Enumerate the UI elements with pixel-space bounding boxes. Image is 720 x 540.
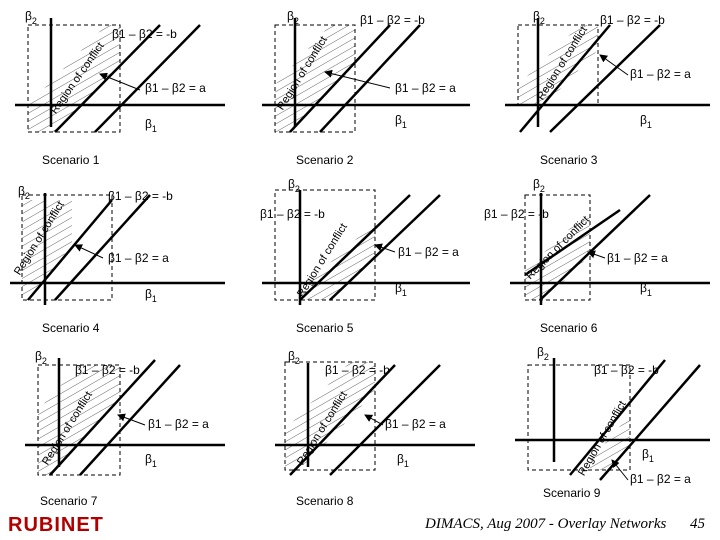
line-plus-a xyxy=(329,194,441,301)
beta1-label: β1 xyxy=(395,281,407,298)
beta1-label: β1 xyxy=(640,281,652,298)
line-minus-b xyxy=(519,24,611,133)
beta2-label: β2 xyxy=(288,177,300,194)
rubinet-logo: RUBINET xyxy=(8,514,104,536)
bounds-box xyxy=(527,364,631,471)
scenario-caption: Scenario 4 xyxy=(42,321,100,335)
line-plus-a xyxy=(94,24,201,133)
line-plus-a xyxy=(524,208,621,277)
bounds-box xyxy=(524,194,591,301)
beta1-label: β1 xyxy=(642,447,654,464)
label-arrow xyxy=(587,250,606,259)
beta1-label: β1 xyxy=(397,452,409,469)
bounds-box xyxy=(284,361,376,471)
label-arrow xyxy=(117,413,146,426)
beta1-label: β1 xyxy=(145,287,157,304)
minus-b-label: β1 – β2 = -b xyxy=(108,189,173,203)
beta2-label: β2 xyxy=(18,184,30,201)
scenario-caption: Scenario 1 xyxy=(42,153,100,167)
page-number: 45 xyxy=(690,516,706,532)
scenario-caption: Scenario 3 xyxy=(540,153,598,167)
scenario-caption: Scenario 8 xyxy=(296,494,354,508)
beta2-label: β2 xyxy=(537,345,549,362)
beta2-label: β2 xyxy=(35,349,47,366)
line-minus-b xyxy=(299,194,411,301)
minus-b-label: β1 – β2 = -b xyxy=(75,363,140,377)
minus-b-label: β1 – β2 = -b xyxy=(112,27,177,41)
logo-box xyxy=(6,510,118,538)
label-arrow xyxy=(74,244,104,259)
beta1-label: β1 xyxy=(640,113,652,130)
minus-b-label: β1 – β2 = -b xyxy=(360,13,425,27)
line-minus-b xyxy=(49,359,156,476)
beta2-label: β2 xyxy=(533,9,545,26)
minus-b-label: β1 – β2 = -b xyxy=(325,363,390,377)
line-plus-a xyxy=(54,194,151,301)
scenario-caption: Scenario 2 xyxy=(296,153,354,167)
plus-a-label: β1 – β2 = a xyxy=(145,81,206,95)
scenario-caption: Scenario 6 xyxy=(540,321,598,335)
label-arrow xyxy=(599,54,629,76)
plus-a-label: β1 – β2 = a xyxy=(398,245,459,259)
beta1-label: β1 xyxy=(395,113,407,130)
line-plus-a xyxy=(329,364,441,476)
plus-a-label: β1 – β2 = a xyxy=(385,417,446,431)
scenario-caption: Scenario 5 xyxy=(296,321,354,335)
plus-a-label: β1 – β2 = a xyxy=(108,251,169,265)
beta2-label: β2 xyxy=(533,177,545,194)
label-arrow xyxy=(324,69,391,89)
label-arrow xyxy=(611,459,629,481)
beta1-label: β1 xyxy=(145,452,157,469)
minus-b-label: β1 – β2 = -b xyxy=(260,207,325,221)
line-minus-b xyxy=(569,359,666,476)
minus-b-label: β1 – β2 = -b xyxy=(600,13,665,27)
label-arrow xyxy=(364,414,384,426)
line-plus-a xyxy=(79,364,181,476)
scenario-caption: Scenario 9 xyxy=(543,486,601,500)
minus-b-label: β1 – β2 = -b xyxy=(594,363,659,377)
bounds-box xyxy=(21,194,113,301)
label-arrow xyxy=(99,72,141,91)
plus-a-label: β1 – β2 = a xyxy=(630,472,691,486)
scenario-caption: Scenario 7 xyxy=(40,494,98,508)
line-plus-a xyxy=(319,24,421,133)
beta2-label: β2 xyxy=(25,9,37,26)
plus-a-label: β1 – β2 = a xyxy=(395,81,456,95)
conflict-region xyxy=(22,200,72,300)
line-minus-b xyxy=(289,364,396,476)
plus-a-label: β1 – β2 = a xyxy=(630,67,691,81)
bounds-box xyxy=(274,24,356,133)
beta1-label: β1 xyxy=(145,117,157,134)
line-minus-b xyxy=(539,194,651,301)
minus-b-label: β1 – β2 = -b xyxy=(484,207,549,221)
beta2-label: β2 xyxy=(288,349,300,366)
bounds-box xyxy=(27,24,121,133)
beta2-label: β2 xyxy=(287,9,299,26)
line-minus-b xyxy=(27,199,113,301)
plus-a-label: β1 – β2 = a xyxy=(607,251,668,265)
line-plus-a xyxy=(549,24,661,133)
line-minus-b xyxy=(289,24,391,133)
footer-text: DIMACS, Aug 2007 - Overlay Networks xyxy=(424,516,667,532)
plus-a-label: β1 – β2 = a xyxy=(148,417,209,431)
label-arrow xyxy=(374,243,396,253)
